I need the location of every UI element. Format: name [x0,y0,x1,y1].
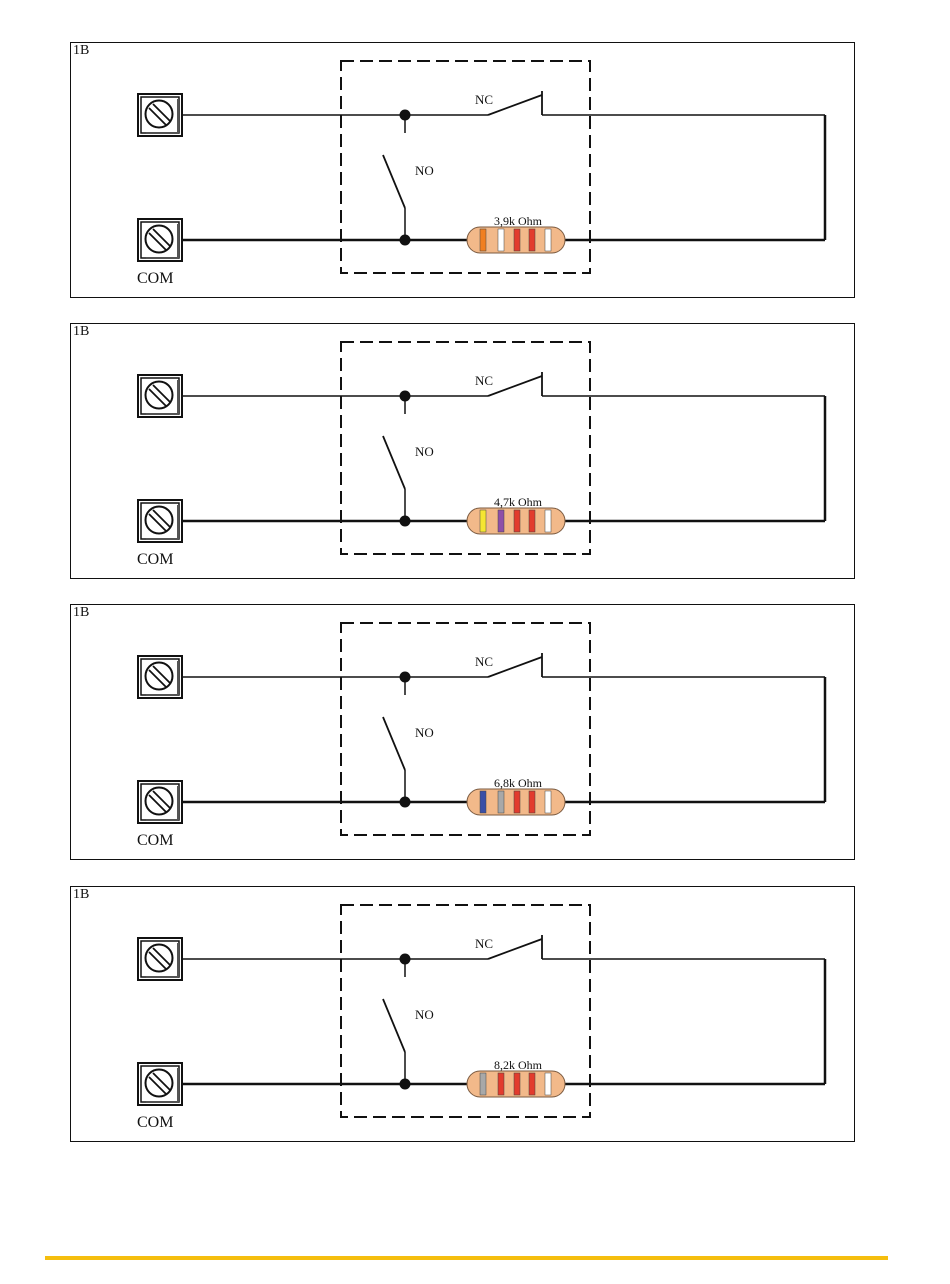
resistor-color-band [528,790,536,814]
resistor-color-band [497,228,505,252]
screw-terminal-icon [137,655,183,699]
resistor-color-band [544,228,552,252]
circuit-schematic: NC NO 8,2k Ohm COM [137,904,827,1131]
detector-enclosure [340,341,591,555]
panel-label: 1B [73,605,90,620]
nc-contact-label: NC [475,373,493,388]
circuit-schematic: NC NO 3,9k Ohm COM [137,60,827,287]
wiring-diagram-panel: 1B NC NO 4,7k Ohm COM [70,323,855,579]
resistor-color-band [544,509,552,533]
wiring-diagram-panel: 1B NC NO 8,2k Ohm COM [70,886,855,1142]
resistor-icon [466,226,566,254]
no-contact-label: NO [415,725,434,740]
com-terminal-label: COM [137,270,173,287]
resistor-color-band [479,1072,487,1096]
resistor-color-band [497,509,505,533]
resistor-icon [466,788,566,816]
com-terminal-label: COM [137,551,173,568]
panel-label: 1B [73,887,90,902]
resistor-color-band [497,790,505,814]
detector-enclosure [340,60,591,274]
resistor-color-band [528,228,536,252]
com-screw-terminal-icon [137,780,183,824]
detector-enclosure [340,622,591,836]
resistor-icon [466,507,566,535]
wiring-diagram-panel: 1B NC NO 6,8k Ohm COM [70,604,855,860]
detector-enclosure [340,904,591,1118]
com-screw-terminal-icon [137,218,183,262]
panel-label: 1B [73,43,90,58]
resistor-color-band [544,790,552,814]
nc-contact-label: NC [475,936,493,951]
resistor-color-band [544,1072,552,1096]
circuit-schematic: NC NO 6,8k Ohm COM [137,622,827,849]
wiring-diagram-panel: 1B NC NO 3,9k Ohm COM [70,42,855,298]
screw-terminal-icon [137,937,183,981]
no-contact-label: NO [415,163,434,178]
resistor-color-band [513,228,521,252]
com-terminal-label: COM [137,832,173,849]
footer-divider [45,1256,888,1260]
com-screw-terminal-icon [137,1062,183,1106]
panel-label: 1B [73,324,90,339]
resistor-value-label: 8,2k Ohm [494,1058,543,1072]
resistor-color-band [479,228,487,252]
nc-contact-label: NC [475,92,493,107]
screw-terminal-icon [137,374,183,418]
resistor-value-label: 6,8k Ohm [494,776,543,790]
circuit-schematic: NC NO 4,7k Ohm COM [137,341,827,568]
resistor-value-label: 3,9k Ohm [494,214,543,228]
resistor-color-band [528,509,536,533]
resistor-color-band [513,1072,521,1096]
no-contact-label: NO [415,1007,434,1022]
screw-terminal-icon [137,93,183,137]
resistor-icon [466,1070,566,1098]
com-terminal-label: COM [137,1114,173,1131]
resistor-color-band [479,509,487,533]
no-contact-label: NO [415,444,434,459]
resistor-color-band [528,1072,536,1096]
resistor-color-band [497,1072,505,1096]
resistor-color-band [479,790,487,814]
resistor-color-band [513,509,521,533]
resistor-value-label: 4,7k Ohm [494,495,543,509]
resistor-color-band [513,790,521,814]
com-screw-terminal-icon [137,499,183,543]
nc-contact-label: NC [475,654,493,669]
